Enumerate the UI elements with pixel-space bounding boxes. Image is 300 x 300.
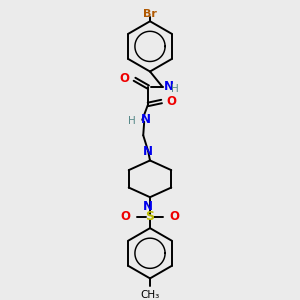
Text: N: N bbox=[164, 80, 173, 94]
Text: N: N bbox=[141, 113, 151, 126]
Text: N: N bbox=[143, 145, 153, 158]
Text: O: O bbox=[121, 210, 131, 223]
Text: O: O bbox=[169, 210, 179, 223]
Text: O: O bbox=[167, 95, 176, 108]
Text: S: S bbox=[146, 210, 154, 223]
Text: H: H bbox=[171, 84, 179, 94]
Text: Br: Br bbox=[143, 8, 157, 19]
Text: N: N bbox=[143, 200, 153, 213]
Text: CH₃: CH₃ bbox=[140, 290, 160, 300]
Text: O: O bbox=[120, 72, 130, 85]
Text: H: H bbox=[128, 116, 136, 126]
